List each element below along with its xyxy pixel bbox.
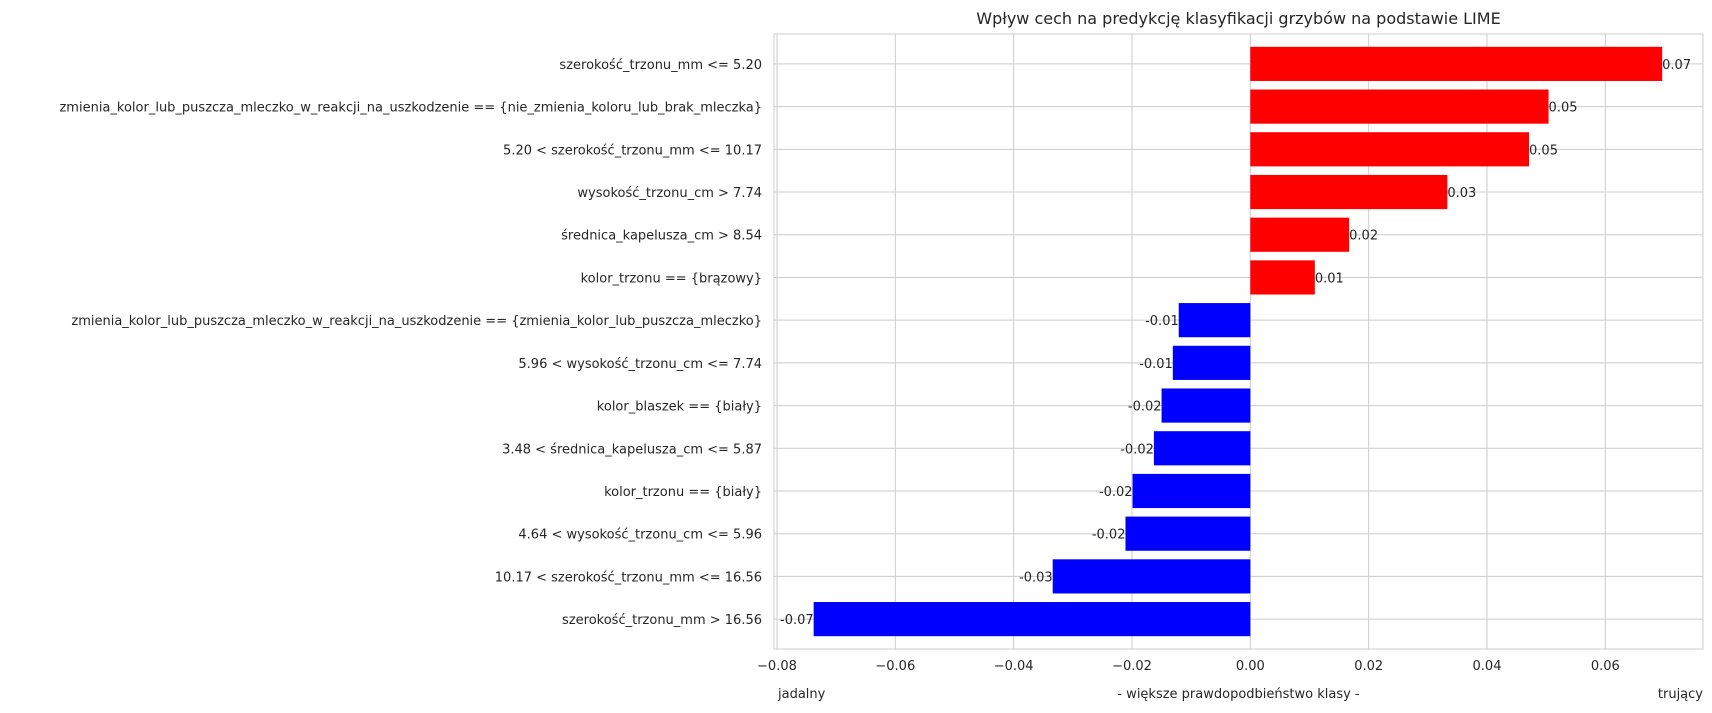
y-tick-label: 4.64 < wysokość_trzonu_cm <= 5.96 (518, 528, 762, 543)
bar-value-label: 0.02 (1349, 229, 1378, 244)
xlabel-right-class: trujący (1658, 687, 1703, 702)
bar (1178, 303, 1251, 338)
x-tick-label: 0.00 (1236, 659, 1265, 674)
y-tick-label: szerokość_trzonu_mm > 16.56 (562, 613, 762, 628)
y-tick-label: 10.17 < szerokość_trzonu_mm <= 16.56 (495, 570, 762, 585)
chart-title: Wpływ cech na predykcję klasyfikacji grz… (976, 9, 1500, 28)
bar-value-label: 0.05 (1549, 101, 1578, 116)
bar (813, 602, 1251, 637)
x-tick-label: 0.02 (1354, 659, 1383, 674)
x-tick-label: −0.06 (875, 659, 915, 674)
bar (1161, 388, 1251, 423)
bar-value-label: 0.05 (1529, 143, 1558, 158)
bar-value-label: 0.03 (1447, 186, 1476, 201)
bar (1172, 345, 1251, 380)
x-tick-label: −0.02 (1112, 659, 1152, 674)
bar (1250, 217, 1350, 252)
label-layer: −0.08 −0.06 −0.04 −0.02 0.00 0.02 0.04 0.06 szer… (59, 58, 1691, 674)
x-tick-label: −0.04 (994, 659, 1034, 674)
y-tick-label: 5.96 < wysokość_trzonu_cm <= 7.74 (518, 357, 762, 372)
bar-value-label: -0.02 (1128, 400, 1162, 415)
bar (1125, 516, 1251, 551)
bar (1250, 46, 1663, 81)
bar-value-label: -0.01 (1145, 314, 1179, 329)
bar-value-label: -0.02 (1092, 528, 1126, 543)
bar-value-label: -0.02 (1120, 442, 1154, 457)
grid-layer (774, 34, 1703, 649)
bar-value-label: -0.03 (1019, 570, 1053, 585)
bar-value-label: 0.07 (1662, 58, 1691, 73)
bar-value-label: 0.01 (1315, 271, 1344, 286)
bar (1250, 89, 1549, 124)
bar-value-label: -0.02 (1099, 485, 1133, 500)
y-tick-label: 3.48 < średnica_kapelusza_cm <= 5.87 (502, 442, 762, 457)
y-tick-label: zmienia_kolor_lub_puszcza_mleczko_w_reak… (71, 314, 762, 329)
y-tick-label: kolor_blaszek == {biały} (597, 400, 762, 415)
x-axis-label: - większe prawdopodbieństwo klasy - (1117, 687, 1360, 702)
y-tick-label: kolor_trzonu == {biały} (604, 485, 762, 500)
bar (1132, 473, 1251, 509)
bar (1250, 174, 1448, 210)
bar-value-label: -0.01 (1139, 357, 1173, 372)
y-tick-label: szerokość_trzonu_mm <= 5.20 (559, 58, 762, 73)
y-tick-label: 5.20 < szerokość_trzonu_mm <= 10.17 (503, 143, 762, 158)
plot-frame (773, 33, 1704, 650)
bar (1153, 431, 1251, 466)
bar-layer (813, 46, 1663, 637)
x-tick-label: −0.08 (757, 659, 797, 674)
bar-value-label: -0.07 (780, 613, 814, 628)
bar (1250, 132, 1530, 167)
bar (1250, 260, 1315, 295)
y-tick-label: kolor_trzonu == {brązowy} (581, 271, 762, 286)
y-tick-label: średnica_kapelusza_cm > 8.54 (561, 229, 762, 244)
xlabel-left-class: jadalny (777, 687, 826, 702)
y-tick-label: zmienia_kolor_lub_puszcza_mleczko_w_reak… (59, 101, 762, 116)
x-tick-label: 0.04 (1473, 659, 1502, 674)
bar (1052, 559, 1251, 594)
y-tick-label: wysokość_trzonu_cm > 7.74 (577, 186, 762, 201)
x-tick-label: 0.06 (1591, 659, 1620, 674)
